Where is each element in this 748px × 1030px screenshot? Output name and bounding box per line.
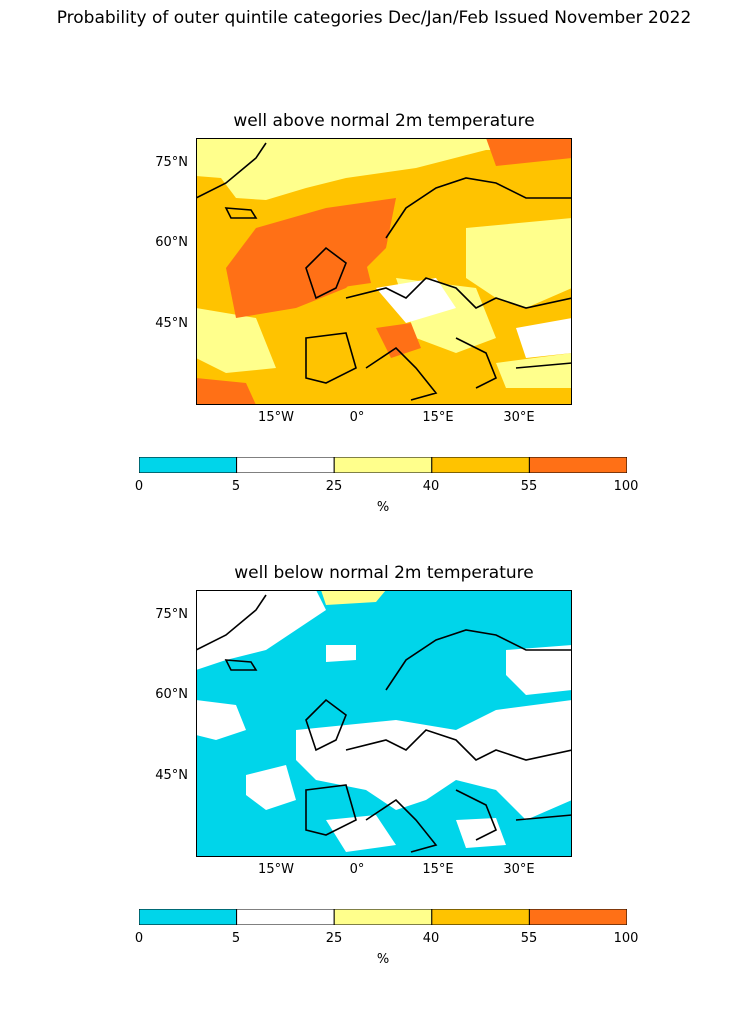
lon-label: 15°E (422, 410, 454, 425)
colorbar-tick: 5 (231, 931, 241, 946)
map-well-below (196, 590, 572, 857)
colorbar-tick: 40 (422, 479, 440, 494)
colorbar-segment (431, 908, 530, 926)
colorbar-tick: 55 (520, 479, 538, 494)
colorbar-segment (333, 908, 433, 926)
colorbar-unit: % (376, 952, 390, 967)
map-frame (196, 590, 572, 857)
colorbar-segment (333, 456, 433, 474)
colorbar-tick: 40 (422, 931, 440, 946)
colorbar-tick: 25 (325, 931, 343, 946)
lat-label: 75°N (155, 607, 188, 622)
map-frame (196, 138, 572, 405)
colorbar-tick: 0 (134, 931, 144, 946)
prob-25-40-region (321, 590, 386, 605)
colorbar-tick: 0 (134, 479, 144, 494)
panel-well-above: well above normal 2m temperature 75°N 60… (0, 111, 748, 578)
colorbar-segment (528, 908, 628, 926)
lat-label: 45°N (155, 768, 188, 783)
prob-55-100-region (376, 323, 421, 358)
lon-label: 30°E (503, 410, 535, 425)
colorbar-unit: % (376, 500, 390, 515)
prob-5-25-region (296, 700, 572, 820)
colorbar-segment (138, 908, 238, 926)
lon-label: 30°E (503, 862, 535, 877)
prob-25-40-region (466, 218, 572, 308)
prob-55-100-region (326, 263, 371, 288)
prob-55-100-region (226, 198, 396, 318)
prob-55-100-region (486, 138, 572, 166)
colorbar (138, 456, 628, 474)
colorbar-tick: 55 (520, 931, 538, 946)
colorbar-tick: 5 (231, 479, 241, 494)
prob-25-40-region (196, 138, 572, 200)
prob-5-25-region (196, 590, 326, 670)
colorbar-segment (431, 456, 530, 474)
panel-well-below: well below normal 2m temperature 75°N 60… (0, 563, 748, 1030)
prob-5-25-region (246, 765, 296, 810)
map-well-above (196, 138, 572, 405)
prob-5-25-region (506, 645, 572, 695)
colorbar-segment (138, 456, 238, 474)
prob-5-25-region (326, 645, 356, 662)
prob-25-40-region (196, 308, 276, 373)
colorbar-segment (528, 456, 628, 474)
prob-5-25-region (376, 278, 456, 323)
figure-title: Probability of outer quintile categories… (56, 8, 692, 28)
coastline (196, 142, 572, 401)
colorbar-tick: 100 (613, 479, 639, 494)
colorbar-segment (236, 456, 335, 474)
prob-5-25-region (196, 700, 246, 740)
colorbar-tick: 25 (325, 479, 343, 494)
prob-5-25-region (516, 318, 572, 358)
lon-label: 15°W (258, 410, 294, 425)
colorbar-segment (236, 908, 335, 926)
prob-55-100-region (196, 378, 256, 405)
prob-25-40-region (496, 353, 572, 388)
panel-title: well above normal 2m temperature (233, 111, 535, 131)
lon-label: 15°W (258, 862, 294, 877)
lat-label: 60°N (155, 687, 188, 702)
lat-label: 75°N (155, 155, 188, 170)
panel-title: well below normal 2m temperature (234, 563, 534, 583)
colorbar-tick: 100 (613, 931, 639, 946)
lon-label: 15°E (422, 862, 454, 877)
lat-label: 60°N (155, 235, 188, 250)
coastline (196, 594, 572, 853)
lon-label: 0° (349, 862, 365, 877)
colorbar (138, 908, 628, 926)
lat-label: 45°N (155, 316, 188, 331)
prob-5-25-region (326, 815, 396, 852)
lon-label: 0° (349, 410, 365, 425)
